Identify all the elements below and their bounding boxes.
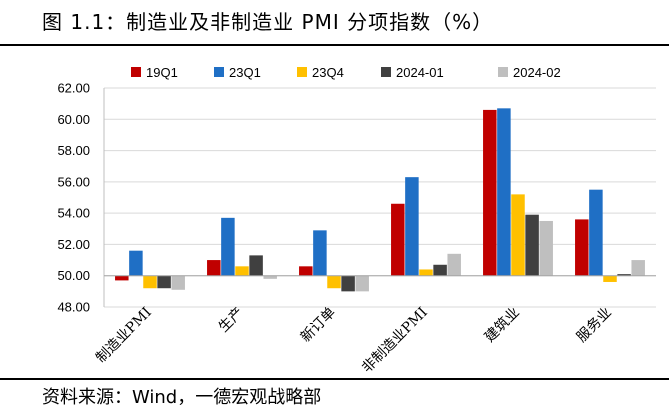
y-tick-label: 60.00 (57, 112, 90, 127)
y-tick-label: 56.00 (57, 174, 90, 189)
y-axis-ticks: 48.00 50.00 52.00 54.00 56.00 58.00 60.00 62.00 (57, 81, 90, 315)
bar-19Q1-0 (115, 275, 129, 281)
bar-2024-01-1 (249, 255, 263, 276)
bar-23Q4-2 (327, 275, 341, 289)
bar-23Q1-1 (221, 217, 235, 276)
bar-19Q1-5 (575, 219, 589, 276)
bar-2024-02-4 (539, 220, 553, 276)
bar-2024-01-3 (433, 264, 447, 276)
legend-label: 2024-01 (396, 65, 444, 80)
bar-23Q1-3 (405, 177, 419, 276)
y-gridlines (103, 87, 656, 308)
x-category-label: 制造业PMI (93, 305, 155, 367)
legend-label: 2024-02 (513, 65, 561, 80)
bar-19Q1-4 (483, 109, 497, 276)
bar-23Q1-5 (589, 189, 603, 276)
bar-23Q1-2 (313, 230, 327, 276)
legend-swatch-19Q1 (131, 67, 141, 77)
bar-19Q1-2 (299, 266, 313, 276)
x-category-label: 生产 (216, 305, 247, 336)
bar-23Q4-1 (235, 266, 249, 276)
x-category-label: 建筑业 (482, 305, 523, 346)
legend-label: 23Q1 (229, 65, 261, 80)
top-rule (0, 44, 669, 46)
legend-swatch-23Q4 (297, 67, 307, 77)
y-tick-label: 58.00 (57, 143, 90, 158)
bar-2024-02-5 (631, 260, 645, 276)
legend-swatch-2024-02 (498, 67, 508, 77)
legend-label: 19Q1 (146, 65, 178, 80)
y-tick-label: 48.00 (57, 300, 90, 315)
x-category-label: 新订单 (298, 305, 339, 346)
bar-19Q1-3 (391, 203, 405, 276)
legend-swatch-2024-01 (381, 67, 391, 77)
chart-legend: 19Q1 23Q1 23Q4 2024-01 2024-02 (131, 65, 561, 80)
bar-23Q1-4 (497, 108, 511, 276)
legend-swatch-23Q1 (214, 67, 224, 77)
bar-2024-02-1 (263, 275, 277, 279)
legend-label: 23Q4 (312, 65, 344, 80)
bar-chart: 19Q1 23Q1 23Q4 2024-01 2024-02 48.00 50.00 52.… (57, 65, 656, 377)
bar-23Q4-0 (143, 275, 157, 289)
y-tick-label: 52.00 (57, 237, 90, 252)
bar-23Q4-5 (603, 275, 617, 282)
x-category-label: 非制造业PMI (359, 305, 431, 377)
bar-2024-01-5 (617, 274, 631, 276)
bar-19Q1-1 (207, 260, 221, 276)
bar-2024-01-4 (525, 214, 539, 276)
bottom-rule (0, 378, 669, 380)
y-tick-label: 50.00 (57, 268, 90, 283)
bar-2024-02-2 (355, 275, 369, 292)
x-axis-categories: 制造业PMI 生产 新订单 非制造业PMI 建筑业 服务业 (93, 305, 615, 377)
y-tick-label: 62.00 (57, 81, 90, 96)
source-note: 资料来源：Wind，一德宏观战略部 (42, 387, 322, 408)
bar-23Q1-0 (129, 250, 143, 276)
bar-2024-01-2 (341, 275, 355, 292)
bar-23Q4-3 (419, 269, 433, 276)
x-category-label: 服务业 (574, 305, 615, 346)
figure-title: 图 1.1：制造业及非制造业 PMI 分项指数（%） (42, 10, 494, 34)
bar-2024-01-0 (157, 275, 171, 289)
bar-23Q4-4 (511, 194, 525, 276)
y-tick-label: 54.00 (57, 206, 90, 221)
bar-series (104, 108, 656, 292)
bar-2024-02-0 (171, 275, 185, 290)
bar-2024-02-3 (447, 253, 461, 276)
